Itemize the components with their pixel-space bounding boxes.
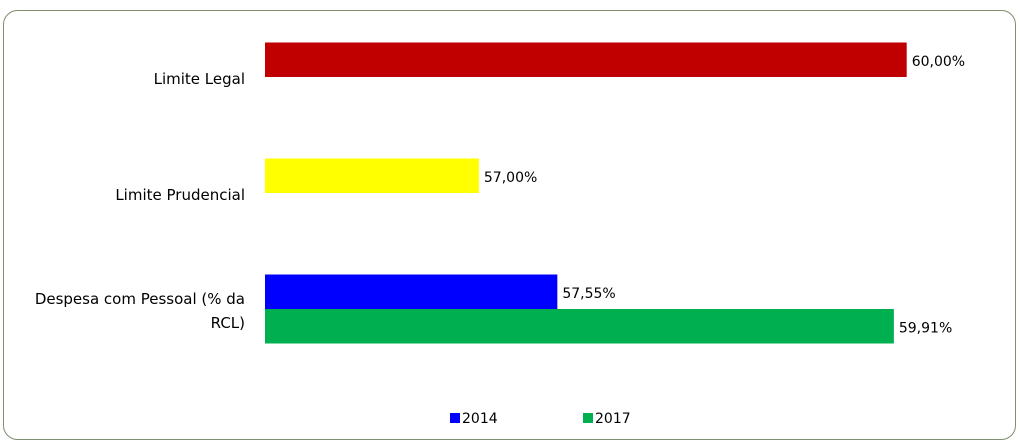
legend-swatch [583, 413, 593, 423]
legend-swatch [450, 413, 460, 423]
category-label: Limite Legal [153, 70, 245, 88]
category-label: Despesa com Pessoal (% da RCL) [34, 290, 245, 332]
category-label: Limite Prudencial [115, 186, 245, 204]
bar [265, 158, 479, 193]
legend-label: 2017 [595, 411, 631, 427]
bar [265, 309, 894, 344]
value-label: 57,00% [484, 170, 537, 186]
value-label: 60,00% [912, 54, 965, 70]
bar [265, 274, 558, 309]
legend-label: 2014 [462, 411, 498, 427]
value-label: 59,91% [899, 320, 952, 336]
value-label: 57,55% [562, 286, 615, 302]
bar [265, 42, 907, 77]
